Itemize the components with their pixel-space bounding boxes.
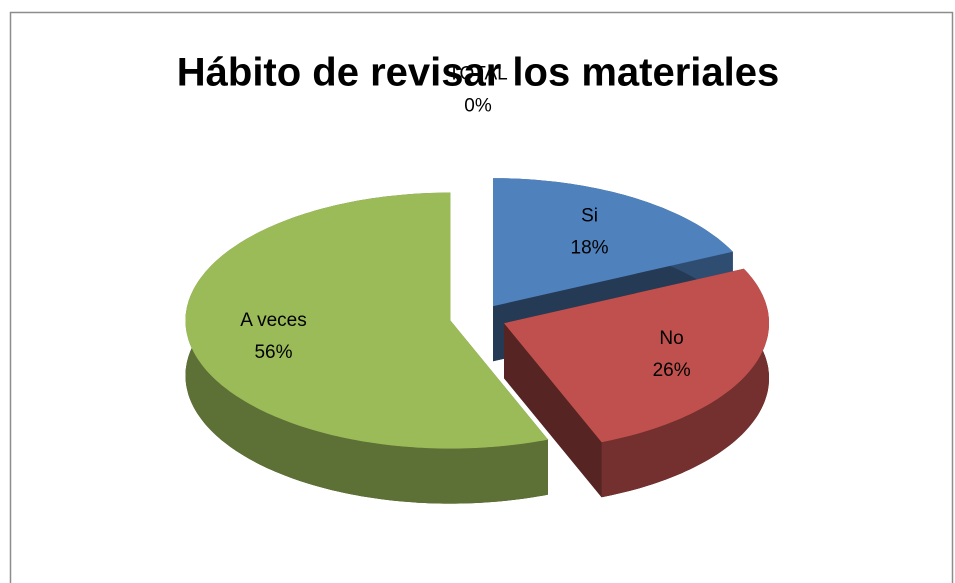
slice-value-label: 0%	[464, 96, 492, 117]
slice-top	[504, 268, 769, 443]
pie	[185, 178, 769, 504]
slice-wall	[504, 323, 602, 498]
slice-label: No	[659, 328, 683, 349]
slice-top	[493, 178, 733, 307]
slice-label: Si	[581, 206, 598, 227]
pie-slice	[185, 192, 548, 504]
pie-slice	[504, 268, 769, 498]
slice-label: A veces	[240, 310, 307, 331]
slice-value-label: 56%	[254, 342, 292, 363]
slice-value-label: 18%	[571, 238, 609, 259]
slice-value-label: 26%	[653, 360, 691, 381]
slice-label: TOTAL	[448, 64, 507, 85]
chart-title: Hábito de revisar los materiales	[177, 51, 780, 95]
slice-top	[185, 192, 548, 449]
slice-side	[601, 268, 769, 498]
